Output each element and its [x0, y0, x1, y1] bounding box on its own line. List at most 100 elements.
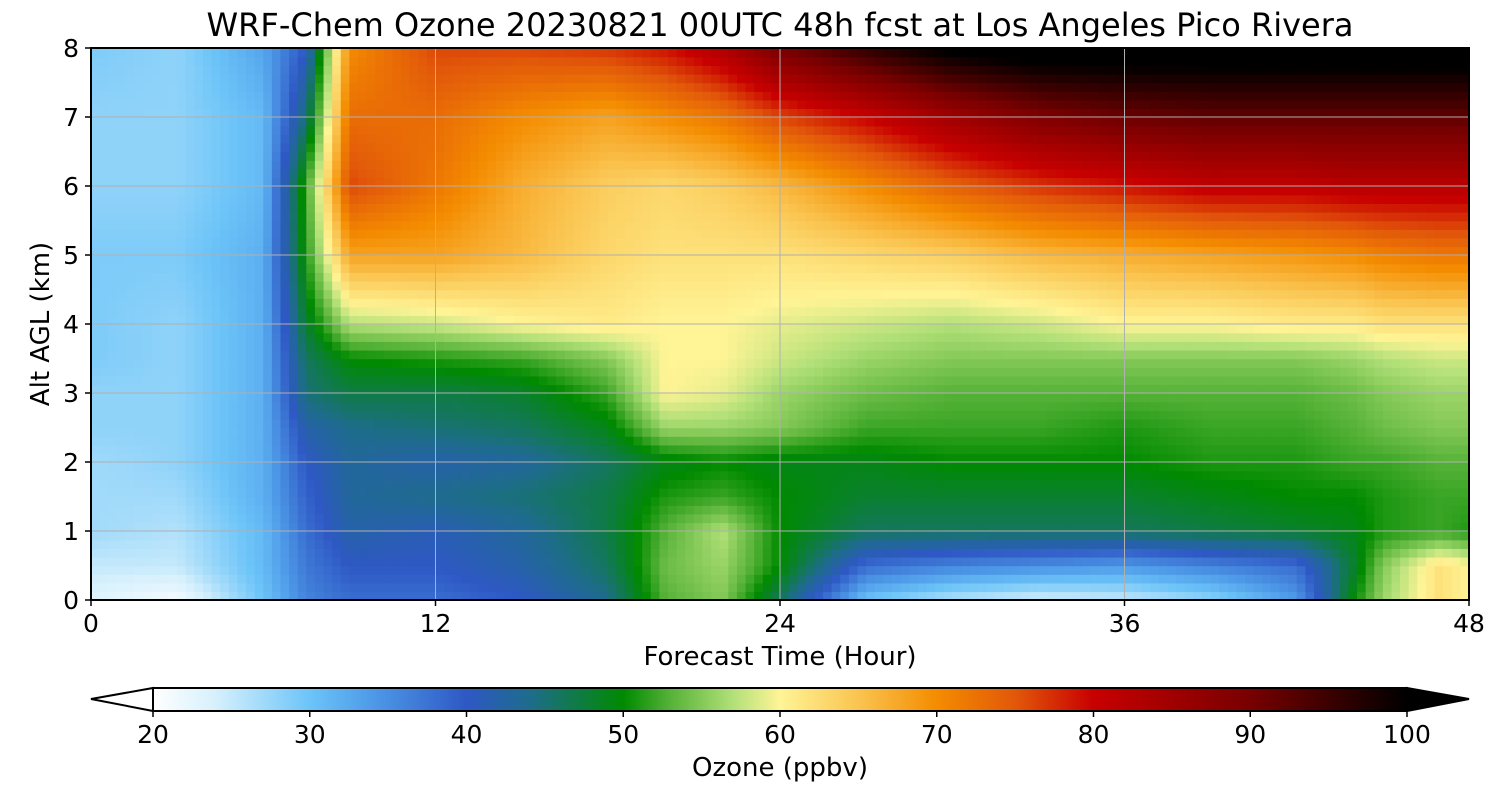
heatmap-cell [435, 496, 445, 506]
heatmap-cell [1245, 436, 1255, 446]
heatmap-cell [917, 470, 928, 480]
heatmap-cell [1305, 531, 1315, 541]
heatmap-cell [823, 556, 833, 567]
heatmap-cell [487, 505, 497, 515]
heatmap-cell [668, 358, 678, 368]
heatmap-cell [168, 565, 178, 575]
heatmap-cell [1339, 513, 1350, 524]
heatmap-cell [297, 367, 308, 377]
heatmap-cell [1365, 462, 1375, 472]
heatmap-cell [883, 427, 893, 437]
heatmap-cell [289, 436, 299, 446]
heatmap-cell [151, 436, 161, 446]
heatmap-cell [650, 375, 661, 386]
heatmap-cell [538, 384, 549, 394]
heatmap-cell [426, 565, 437, 575]
heatmap-cell [1064, 418, 1074, 429]
heatmap-cell [745, 496, 755, 506]
heatmap-cell [357, 418, 368, 429]
heatmap-cell [1288, 591, 1298, 600]
heatmap-cell [1150, 444, 1160, 455]
heatmap-cell [495, 479, 506, 489]
heatmap-cell [814, 548, 824, 558]
heatmap-cell [409, 358, 419, 368]
heatmap-cell [986, 487, 997, 498]
heatmap-cell [1098, 349, 1108, 360]
heatmap-cell [823, 531, 833, 541]
heatmap-cell [1400, 375, 1410, 386]
heatmap-cell [1107, 332, 1117, 342]
heatmap-cell [1279, 427, 1289, 437]
heatmap-cell [633, 436, 643, 446]
heatmap-cell [762, 548, 773, 558]
heatmap-cell [1331, 453, 1341, 463]
heatmap-cell [952, 358, 962, 368]
heatmap-cell [1193, 539, 1203, 549]
heatmap-cell [297, 375, 308, 386]
heatmap-cell [788, 358, 798, 368]
heatmap-cell [332, 531, 342, 541]
heatmap-cell [1210, 565, 1220, 575]
heatmap-cell [1382, 539, 1393, 549]
heatmap-cell [289, 401, 299, 411]
heatmap-cell [246, 591, 256, 600]
heatmap-cell [762, 418, 773, 429]
heatmap-cell [1081, 462, 1091, 472]
heatmap-cell [1382, 505, 1393, 515]
heatmap-cell [780, 332, 790, 342]
heatmap-cell [1365, 531, 1375, 541]
heatmap-cell [495, 418, 506, 429]
heatmap-cell [280, 531, 290, 541]
heatmap-cell [1202, 479, 1212, 489]
heatmap-cell [1158, 487, 1169, 498]
heatmap-cell [754, 375, 764, 386]
heatmap-cell [185, 496, 196, 506]
heatmap-cell [866, 548, 876, 558]
heatmap-cell [711, 384, 721, 394]
heatmap-cell [857, 367, 867, 377]
heatmap-cell [1141, 522, 1152, 532]
heatmap-cell [409, 427, 419, 437]
heatmap-cell [935, 574, 945, 584]
heatmap-cell [323, 427, 333, 437]
heatmap-cell [1124, 565, 1134, 575]
heatmap-cell [1081, 487, 1091, 498]
heatmap-cell [926, 332, 936, 342]
heatmap-cell [1219, 565, 1229, 575]
heatmap-cell [220, 548, 230, 558]
heatmap-cell [581, 487, 592, 498]
heatmap-cell [1451, 393, 1462, 403]
heatmap-cell [1193, 505, 1203, 515]
heatmap-cell [383, 349, 394, 360]
heatmap-cell [917, 487, 928, 498]
heatmap-cell [1322, 591, 1332, 600]
heatmap-cell [469, 565, 480, 575]
heatmap-cell [194, 418, 204, 429]
heatmap-cell [151, 324, 161, 334]
heatmap-cell [978, 565, 988, 575]
heatmap-cell [1322, 462, 1332, 472]
heatmap-cell [357, 324, 368, 334]
heatmap-cell [1443, 375, 1453, 386]
heatmap-cell [1210, 418, 1220, 429]
heatmap-cell [668, 470, 678, 480]
heatmap-cell [590, 462, 600, 472]
heatmap-cell [1090, 444, 1100, 455]
heatmap-cell [607, 522, 618, 532]
heatmap-cell [1408, 341, 1419, 351]
heatmap-cell [797, 453, 807, 463]
heatmap-cell [693, 332, 704, 342]
heatmap-cell [986, 479, 997, 489]
heatmap-cell [969, 539, 979, 549]
heatmap-cell [125, 574, 135, 584]
heatmap-cell [633, 341, 643, 351]
heatmap-cell [754, 470, 764, 480]
heatmap-cell [711, 453, 721, 463]
heatmap-cell [1339, 505, 1350, 515]
heatmap-cell [1021, 582, 1031, 593]
heatmap-cell [340, 384, 351, 394]
heatmap-cell [289, 539, 299, 549]
heatmap-cell [332, 574, 342, 584]
heatmap-cell [814, 341, 824, 351]
heatmap-cell [969, 496, 979, 506]
